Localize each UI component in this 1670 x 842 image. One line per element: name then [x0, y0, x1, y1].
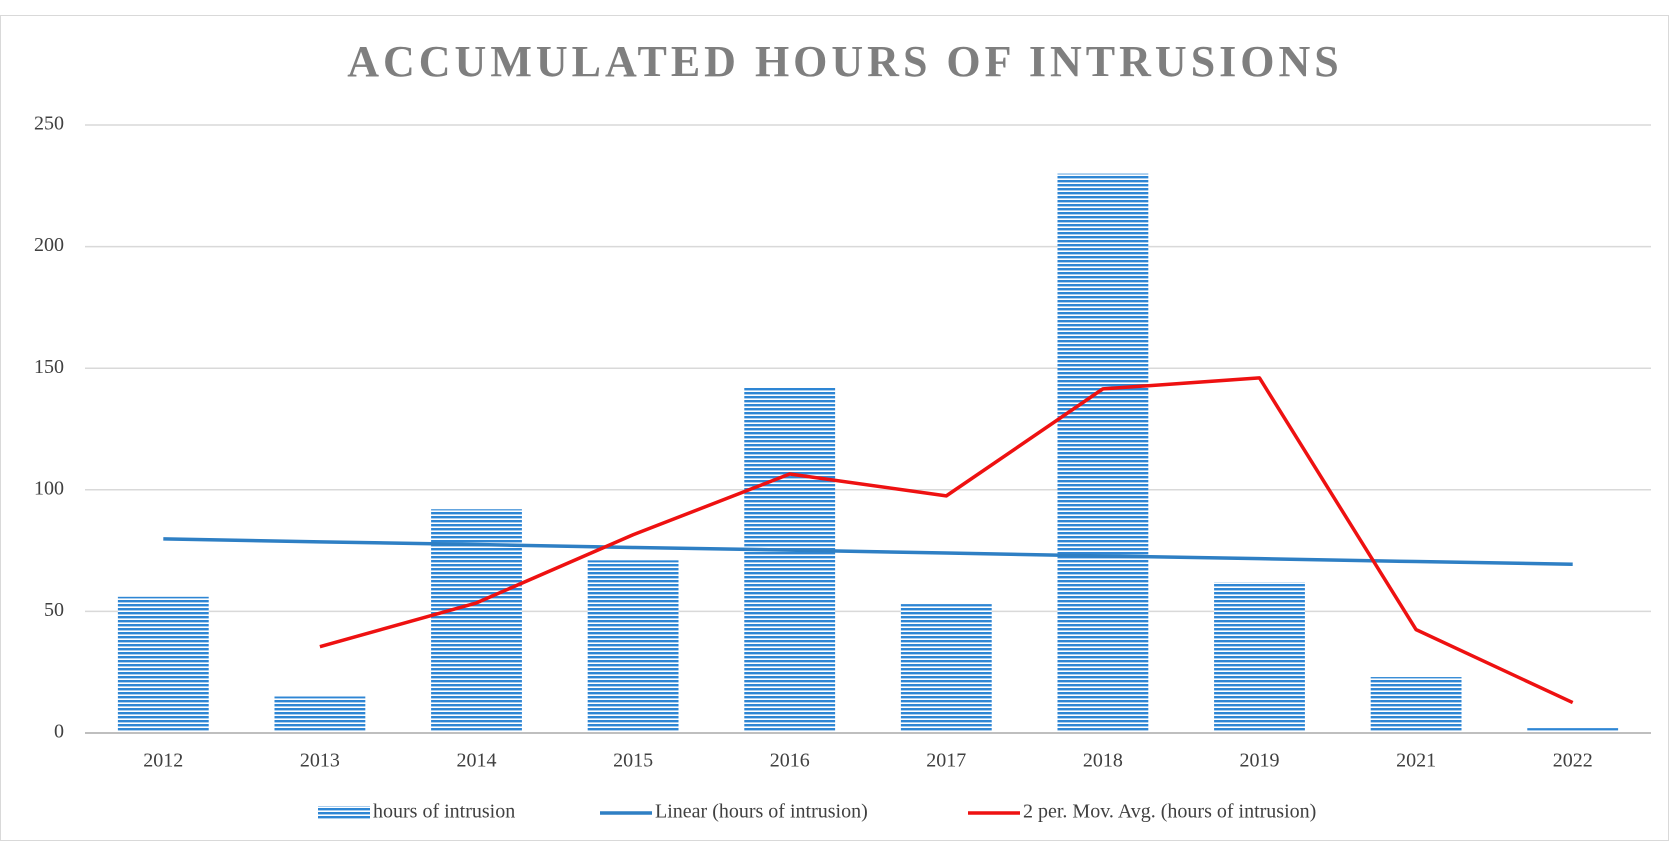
- legend-label: hours of intrusion: [373, 801, 515, 823]
- y-tick-label: 50: [44, 599, 64, 621]
- y-tick-label: 200: [34, 234, 64, 256]
- line: [163, 537, 1573, 566]
- line: [319, 376, 1574, 705]
- x-tick-label: 2019: [1240, 750, 1280, 772]
- x-tick-label: 2021: [1396, 750, 1436, 772]
- x-tick-label: 2016: [770, 750, 810, 772]
- y-tick-label: 0: [54, 721, 64, 743]
- x-tick-label: 2013: [300, 750, 340, 772]
- x-tick-label: 2017: [926, 750, 966, 772]
- bar: [117, 596, 209, 733]
- x-tick-label: 2012: [143, 750, 183, 772]
- bar: [1057, 173, 1149, 733]
- bar: [744, 387, 836, 733]
- legend-label: Linear (hours of intrusion): [655, 801, 868, 823]
- chart-title: ACCUMULATED HOURS OF INTRUSIONS: [347, 37, 1343, 86]
- bar: [274, 696, 366, 733]
- bar: [1370, 677, 1462, 733]
- bar: [1214, 582, 1305, 733]
- bar: [1527, 728, 1619, 733]
- legend-swatch: [318, 806, 370, 820]
- legend-label: 2 per. Mov. Avg. (hours of intrusion): [1023, 801, 1316, 823]
- x-tick-label: 2014: [457, 750, 497, 772]
- x-tick-label: 2018: [1083, 750, 1123, 772]
- y-tick-label: 150: [34, 356, 64, 378]
- y-tick-label: 250: [34, 113, 64, 135]
- x-tick-label: 2022: [1553, 750, 1593, 772]
- x-tick-label: 2015: [613, 750, 653, 772]
- bar: [900, 604, 992, 733]
- y-tick-label: 100: [34, 477, 64, 499]
- bar: [587, 560, 679, 733]
